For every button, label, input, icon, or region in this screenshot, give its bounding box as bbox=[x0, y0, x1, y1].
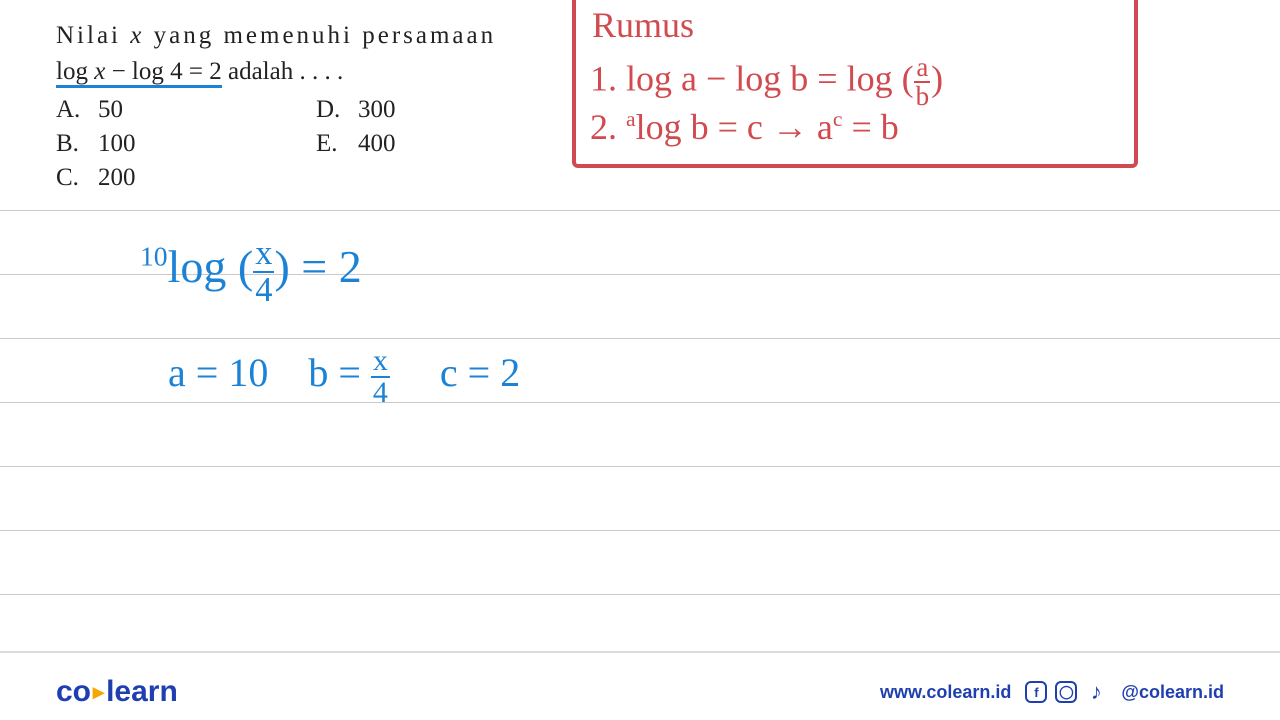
choice-value: 200 bbox=[98, 164, 136, 192]
q2-underlined: log x − log 4 = 2 bbox=[56, 58, 222, 88]
formula-line-2: 2. alog b = c → ac = b bbox=[590, 106, 899, 148]
footer-separator bbox=[0, 651, 1280, 653]
footer-handle: @colearn.id bbox=[1121, 682, 1224, 703]
choice-row: A. 50 D. 300 bbox=[56, 96, 396, 124]
h1-pre: log ( bbox=[168, 241, 254, 292]
logo-dot-icon: ▸ bbox=[91, 679, 106, 704]
fraction-icon: x4 bbox=[371, 346, 390, 408]
question-line-1: Nilai x yang memenuhi persamaan bbox=[56, 22, 556, 50]
superscript-10: 10 bbox=[140, 241, 168, 272]
choice-letter: B. bbox=[56, 130, 98, 158]
instagram-icon: ◯ bbox=[1055, 681, 1077, 703]
choice-row: B. 100 E. 400 bbox=[56, 130, 396, 158]
social-icons: f ◯ ♪ bbox=[1025, 681, 1107, 703]
handwritten-line-1: 10log (x4) = 2 bbox=[140, 236, 362, 307]
page-root: Nilai x yang memenuhi persamaan log x − … bbox=[0, 0, 1280, 720]
q1-post: yang memenuhi persamaan bbox=[144, 22, 496, 49]
choice-row: C. 200 bbox=[56, 164, 396, 192]
q1-var: x bbox=[130, 22, 144, 49]
handwritten-line-2: a = 10 b = x4 c = 2 bbox=[168, 346, 520, 408]
superscript-a: a bbox=[626, 107, 636, 131]
choice-value: 400 bbox=[358, 130, 396, 158]
rule-line bbox=[0, 466, 1280, 467]
q2-post: adalah . . . . bbox=[222, 58, 343, 85]
choice-letter: A. bbox=[56, 96, 98, 124]
rule-line bbox=[0, 210, 1280, 211]
question-block: Nilai x yang memenuhi persamaan log x − … bbox=[56, 22, 556, 86]
h2-c: c = 2 bbox=[440, 350, 520, 395]
h1-post: ) = 2 bbox=[274, 241, 361, 292]
rule-line bbox=[0, 594, 1280, 595]
r2-mid: log b = c → a bbox=[636, 107, 833, 147]
fraction-icon: ab bbox=[914, 54, 932, 110]
rule-line bbox=[0, 530, 1280, 531]
rule-line bbox=[0, 338, 1280, 339]
brand-logo: co▸learn bbox=[56, 675, 178, 709]
tiktok-icon: ♪ bbox=[1085, 681, 1107, 703]
formula-title: Rumus bbox=[592, 4, 694, 46]
r2-pre: 2. bbox=[590, 107, 626, 147]
footer-right: www.colearn.id f ◯ ♪ @colearn.id bbox=[880, 681, 1224, 703]
r1-pre: 1. log a − log b = log ( bbox=[590, 58, 914, 98]
footer-url: www.colearn.id bbox=[880, 682, 1011, 703]
choice-value: 300 bbox=[358, 96, 396, 124]
formula-line-1: 1. log a − log b = log (ab) bbox=[590, 54, 943, 110]
logo-co: co bbox=[56, 675, 91, 708]
r2-post: = b bbox=[842, 107, 898, 147]
choice-value: 100 bbox=[98, 130, 136, 158]
facebook-icon: f bbox=[1025, 681, 1047, 703]
superscript-c: c bbox=[833, 107, 843, 131]
logo-learn: learn bbox=[106, 675, 178, 708]
answer-choices: A. 50 D. 300 B. 100 E. 400 C. 200 bbox=[56, 96, 396, 198]
choice-value: 50 bbox=[98, 96, 123, 124]
choice-letter: E. bbox=[316, 130, 358, 158]
choice-letter: C. bbox=[56, 164, 98, 192]
fraction-icon: x4 bbox=[253, 236, 274, 307]
h2-a: a = 10 bbox=[168, 350, 268, 395]
q1-pre: Nilai bbox=[56, 22, 130, 49]
footer: co▸learn www.colearn.id f ◯ ♪ @colearn.i… bbox=[0, 664, 1280, 720]
choice-letter: D. bbox=[316, 96, 358, 124]
h2-b-pre: b = bbox=[308, 350, 371, 395]
r1-post: ) bbox=[931, 58, 943, 98]
question-line-2: log x − log 4 = 2 adalah . . . . bbox=[56, 58, 556, 86]
